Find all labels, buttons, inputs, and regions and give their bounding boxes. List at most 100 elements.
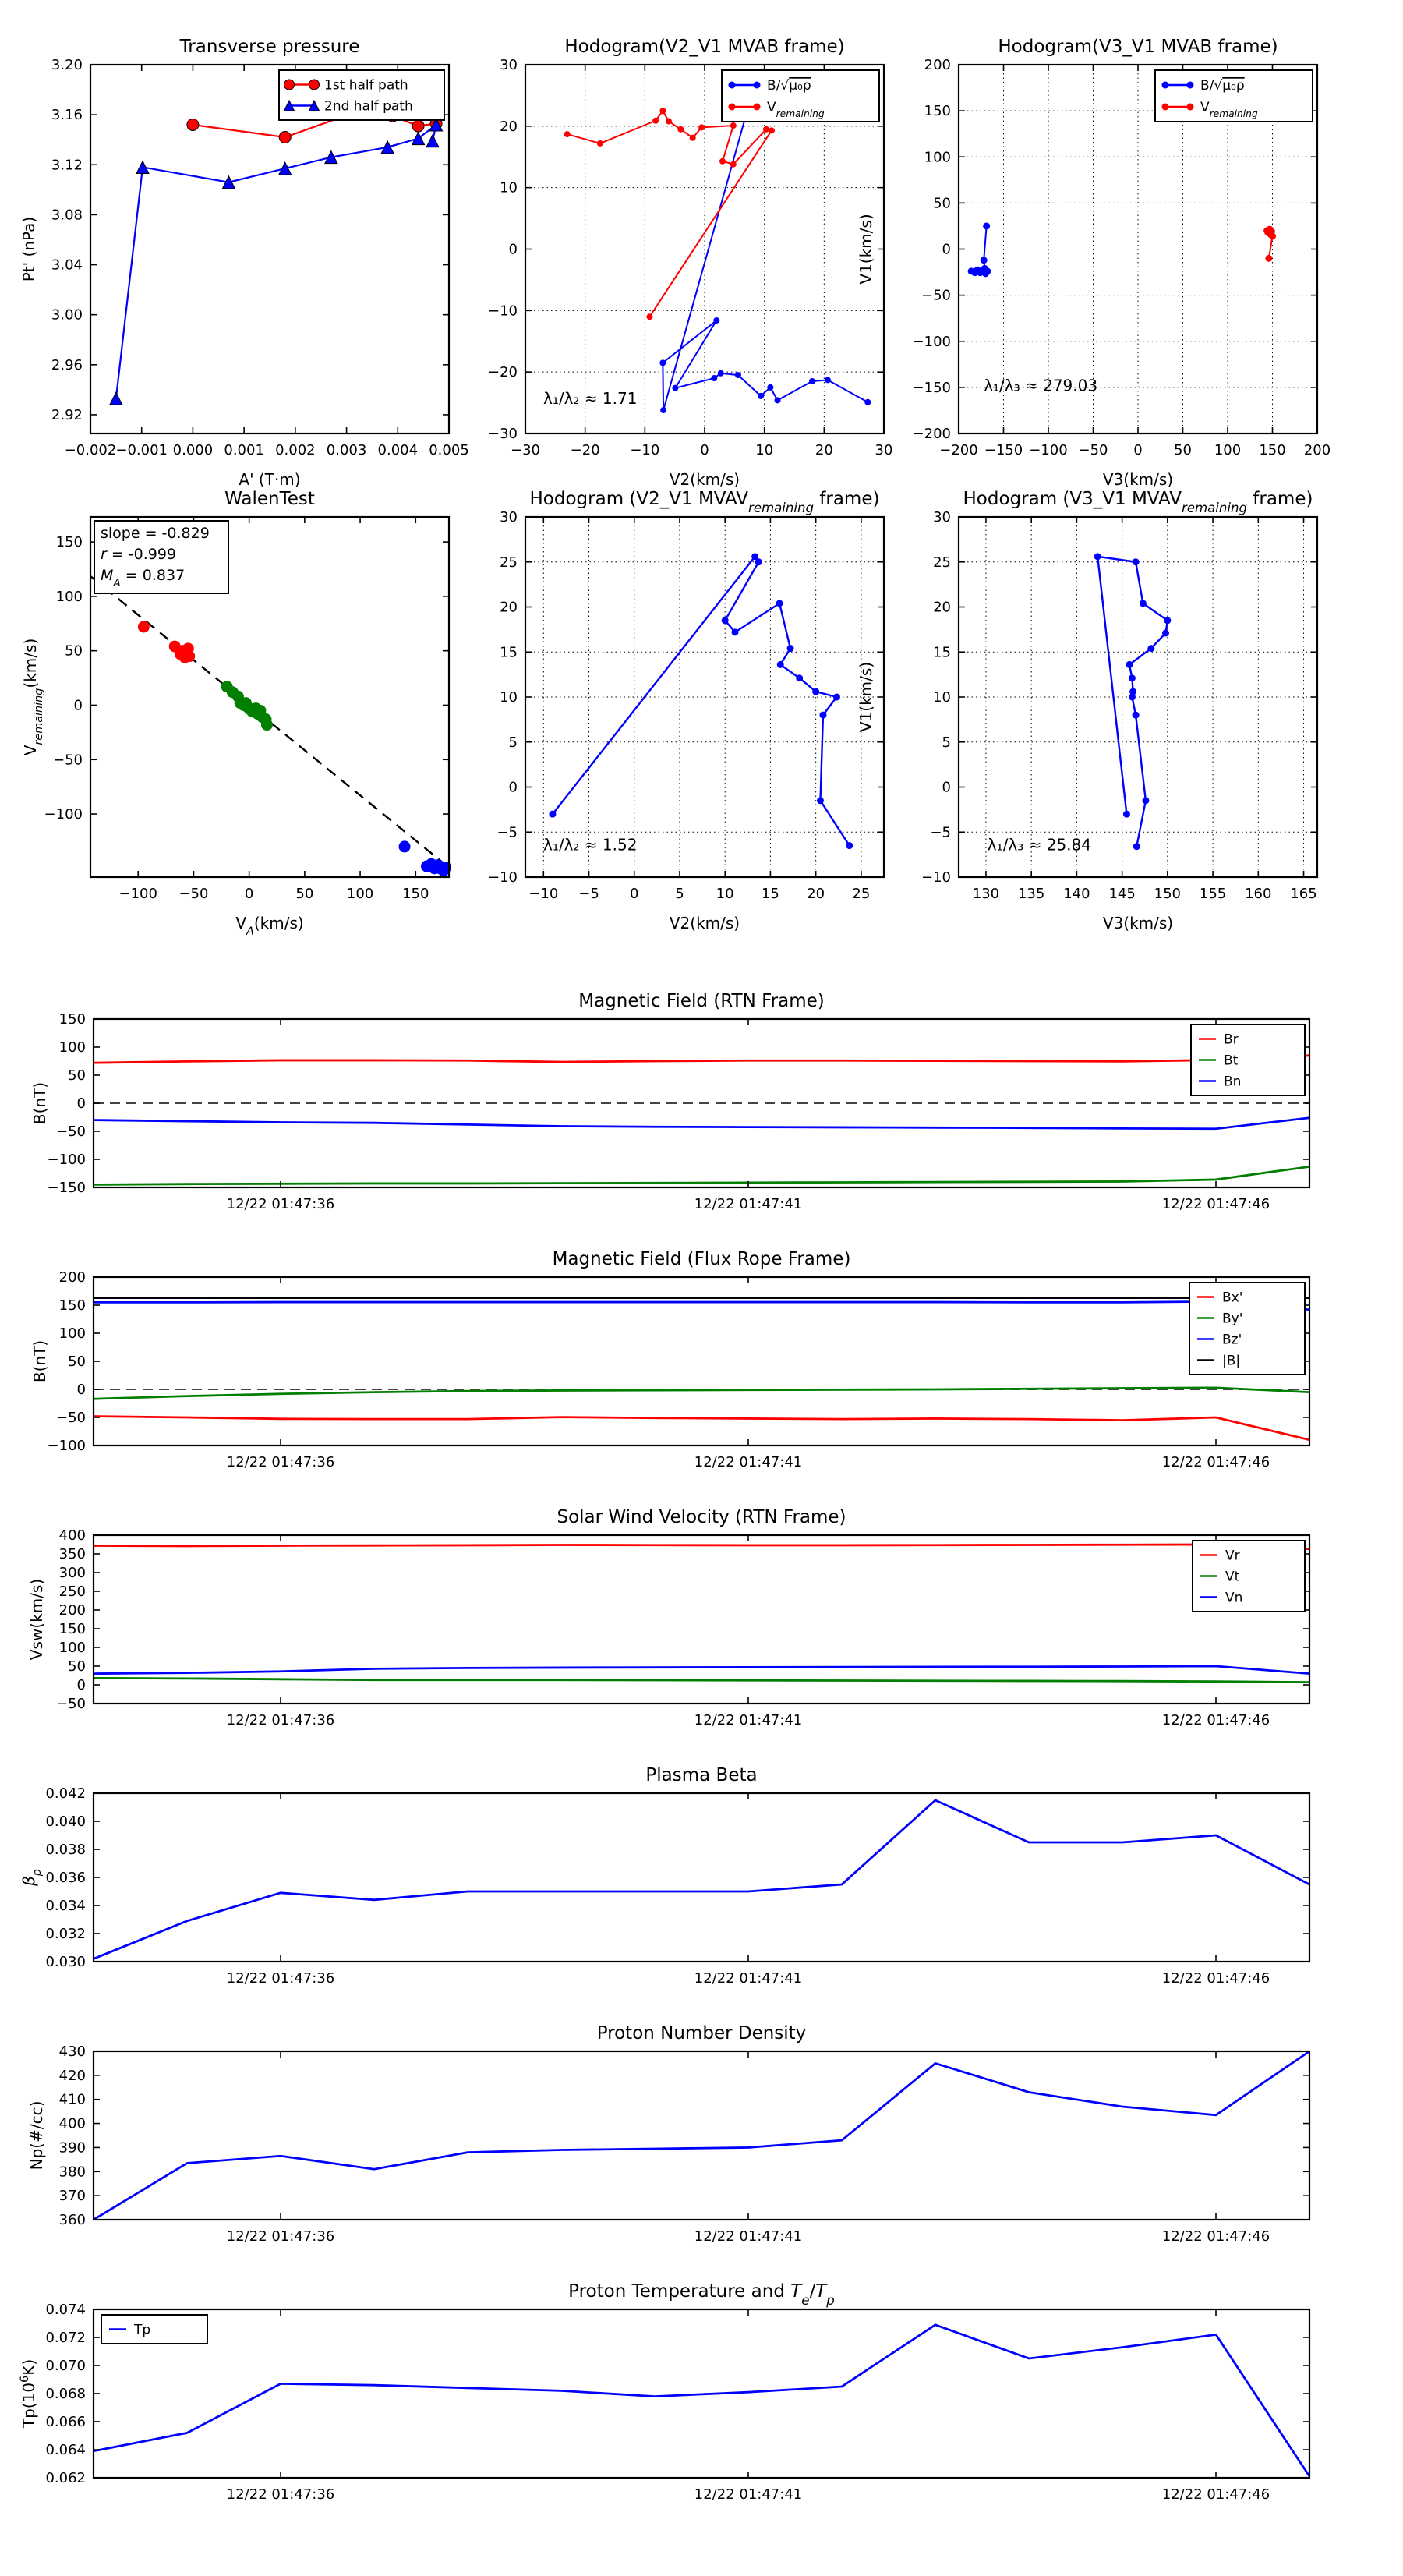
- marker-circle: [768, 127, 775, 134]
- marker-circle: [1265, 254, 1273, 262]
- marker-circle: [1132, 558, 1140, 566]
- y-axis-label: B(nT): [30, 1340, 49, 1382]
- y-tick-label: 15: [933, 644, 951, 660]
- y-tick-label: 10: [500, 180, 518, 196]
- marker-triangle: [324, 150, 338, 165]
- y-tick-label: 100: [59, 1039, 86, 1056]
- y-tick-label: 370: [59, 2188, 86, 2204]
- x-tick-label: 145: [1108, 886, 1135, 902]
- y-tick-label: 2.96: [51, 357, 83, 373]
- series-group: [93, 1297, 1310, 1442]
- y-tick-label: 20: [500, 600, 518, 616]
- marker-circle: [713, 317, 720, 324]
- legend-label: Vremaining: [767, 100, 825, 119]
- chart-proton-temperature: 12/22 01:47:36 12/22 01:47:41 12/22 01:47:…: [19, 2281, 1311, 2503]
- series-group: [564, 95, 871, 414]
- y-axis-label: B(nT): [30, 1082, 49, 1124]
- series-markers-mid-interval: [221, 681, 273, 731]
- marker-circle: [1161, 103, 1169, 111]
- y-axis-label: Tp(106K): [19, 2359, 38, 2429]
- y-tick-label: −150: [48, 1180, 86, 1196]
- marker-circle: [1162, 629, 1170, 637]
- y-tick-label: 50: [65, 643, 83, 660]
- y-tick-label: −10: [488, 869, 518, 886]
- legend-label: Vt: [1225, 1569, 1240, 1585]
- marker-circle: [767, 384, 774, 391]
- marker-circle: [137, 621, 150, 633]
- legend-label: Vn: [1225, 1591, 1242, 1606]
- marker-circle: [646, 313, 653, 320]
- marker-circle: [824, 377, 831, 384]
- x-axis-label: V2(km/s): [670, 914, 740, 932]
- marker-circle: [730, 161, 737, 168]
- x-tick-label: −10: [528, 886, 558, 902]
- series-Tp: [93, 2323, 1311, 2477]
- marker-circle: [549, 810, 557, 818]
- stat-box-line: slope = -0.829: [101, 525, 210, 542]
- y-tick-label: 200: [59, 1269, 86, 1286]
- legend-label: Br: [1224, 1032, 1239, 1048]
- x-tick-label: −5: [578, 886, 599, 902]
- annotation: λ₁/λ₃ ≈ 279.03: [984, 377, 1097, 395]
- y-tick-label: 30: [500, 57, 518, 73]
- y-axis-label: Np(#/cc): [27, 2101, 46, 2171]
- series-B-alfven: [662, 98, 868, 411]
- x-tick-label: 20: [815, 442, 833, 458]
- chart-title: Magnetic Field (Flux Rope Frame): [553, 1249, 851, 1269]
- chart-proton-number-density: 12/22 01:47:36 12/22 01:47:41 12/22 01:47:…: [27, 2023, 1311, 2245]
- marker-circle: [981, 264, 988, 272]
- y-tick-label: 150: [59, 1297, 86, 1314]
- y-tick-label: 0: [509, 242, 518, 258]
- y-tick-label: 0: [942, 242, 951, 258]
- y-tick-label: 150: [56, 534, 83, 550]
- marker-circle: [1129, 688, 1137, 695]
- x-tick-label: 130: [973, 886, 999, 902]
- y-tick-label: 5: [942, 734, 951, 751]
- y-tick-label: −20: [488, 364, 518, 380]
- series-Vt: [93, 1676, 1310, 1684]
- marker-circle: [412, 119, 425, 133]
- y-tick-label: 2.92: [51, 407, 83, 423]
- chart-title: Hodogram (V2_V1 MVAVremaining frame): [530, 489, 880, 515]
- x-tick-label: −100: [119, 886, 157, 902]
- marker-circle: [809, 377, 815, 384]
- chart-hodogram-v3v1-mvav: 130 135 140 145 150 155 160 165 −10 −5 0 5 10 15 20 25 3…: [857, 489, 1319, 932]
- series-group: [93, 2050, 1310, 2221]
- y-tick-label: −5: [930, 824, 951, 840]
- chart-title: Transverse pressure: [179, 37, 360, 57]
- x-tick-label: 10: [755, 442, 773, 458]
- y-tick-label: −50: [56, 1123, 86, 1140]
- marker-circle: [832, 693, 840, 701]
- legend-label: Vremaining: [1200, 100, 1258, 119]
- marker-circle: [1128, 693, 1136, 701]
- y-tick-label: 20: [500, 119, 518, 135]
- y-tick-label: 0.030: [45, 1954, 86, 1970]
- y-tick-label: −200: [913, 426, 951, 442]
- chart-hodogram-v2v1-mvav: −10 −5 0 5 10 15 20 25 −10 −5 0 5 10 15 20 25 30 Hodogram…: [488, 489, 885, 932]
- marker-triangle: [136, 160, 150, 174]
- y-tick-label: 10: [933, 689, 951, 706]
- y-tick-label: −100: [48, 1152, 86, 1168]
- x-tick-label: −20: [571, 442, 600, 458]
- x-tick-label: 135: [1018, 886, 1044, 902]
- x-tick-label: −150: [984, 442, 1023, 458]
- marker-triangle: [380, 140, 394, 154]
- legend-label: Bt: [1224, 1053, 1239, 1069]
- marker-circle: [309, 79, 320, 90]
- x-tick-label: 0.005: [429, 442, 469, 458]
- marker-circle: [786, 645, 794, 653]
- y-tick-label: 150: [59, 1011, 86, 1028]
- y-tick-label: 100: [59, 1640, 86, 1656]
- series-markers-2nd half path: [109, 117, 444, 405]
- series-markers-B-alfven: [967, 222, 991, 278]
- y-tick-label: −50: [56, 1410, 86, 1426]
- chart-title: WalenTest: [224, 489, 315, 509]
- marker-circle: [1186, 103, 1194, 111]
- x-tick-label: −10: [630, 442, 659, 458]
- series-group: [93, 1543, 1310, 1684]
- x-tick-label: 12/22 01:47:46: [1162, 2228, 1270, 2245]
- legend-label: Bz': [1222, 1332, 1242, 1348]
- marker-circle: [186, 118, 200, 131]
- x-tick-label: 12/22 01:47:41: [694, 1712, 802, 1729]
- legend-box: [721, 69, 880, 122]
